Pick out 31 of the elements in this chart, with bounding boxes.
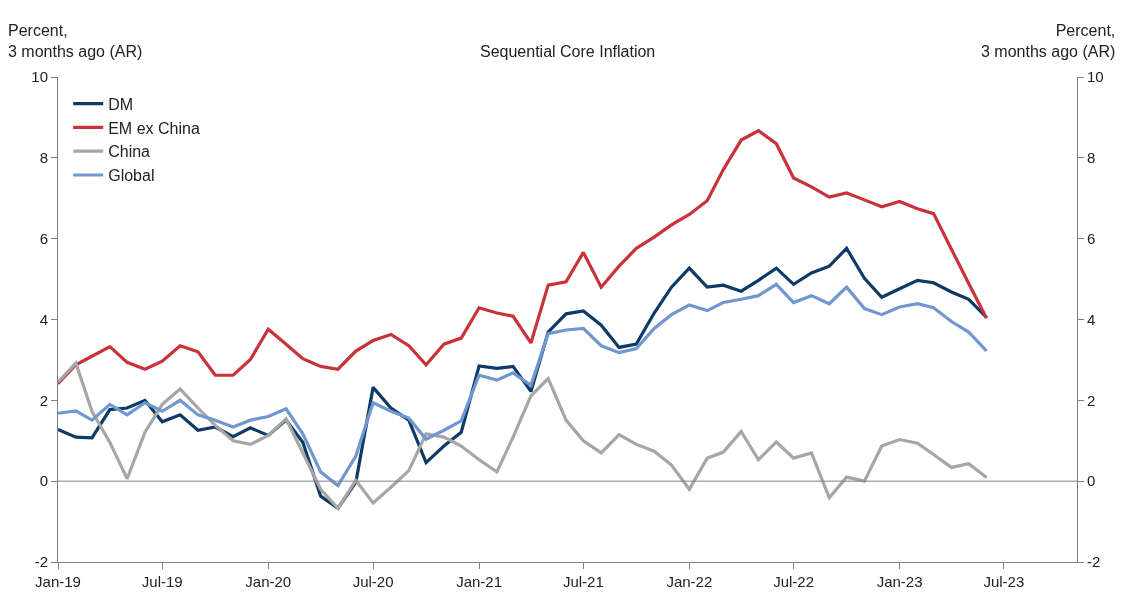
legend-label: EM ex China <box>108 119 200 137</box>
y2-tick-label: 8 <box>1087 149 1096 167</box>
y2-tick-label: 10 <box>1087 68 1104 86</box>
x-tick-label: Jul-20 <box>352 573 394 590</box>
y-tick-label: 2 <box>39 391 48 409</box>
legend-label: China <box>108 143 151 161</box>
chart-title: Sequential Core Inflation <box>480 43 656 60</box>
legend-label: Global <box>108 167 155 185</box>
y-axis-title: Percent, 3 months ago (AR) <box>8 22 143 60</box>
x-tick-label: Jul-21 <box>562 573 604 590</box>
y-tick-label: 0 <box>39 472 48 490</box>
y2-axis-title: Percent, 3 months ago (AR) <box>981 22 1116 60</box>
legend-label: DM <box>108 95 134 113</box>
y2-tick-label: 6 <box>1087 229 1096 247</box>
y2-tick-label: -2 <box>1087 553 1101 571</box>
y-tick-label: 4 <box>39 310 48 328</box>
x-tick-label: Jan-19 <box>35 573 81 590</box>
x-tick-label: Jan-20 <box>245 573 292 590</box>
x-tick-label: Jul-19 <box>141 573 183 590</box>
x-tick-label: Jan-23 <box>876 573 923 590</box>
y-tick-label: 6 <box>39 229 48 247</box>
y2-tick-label: 0 <box>1087 472 1096 490</box>
x-tick-label: Jul-23 <box>983 573 1025 590</box>
x-tick-label: Jan-21 <box>456 573 503 590</box>
x-tick-label: Jan-22 <box>666 573 713 590</box>
y-tick-label: 10 <box>31 68 48 86</box>
y-tick-label: 8 <box>39 149 48 167</box>
y2-tick-label: 4 <box>1087 310 1096 328</box>
y2-tick-label: 2 <box>1087 391 1096 409</box>
y-tick-label: -2 <box>34 553 48 571</box>
x-tick-label: Jul-22 <box>773 573 815 590</box>
